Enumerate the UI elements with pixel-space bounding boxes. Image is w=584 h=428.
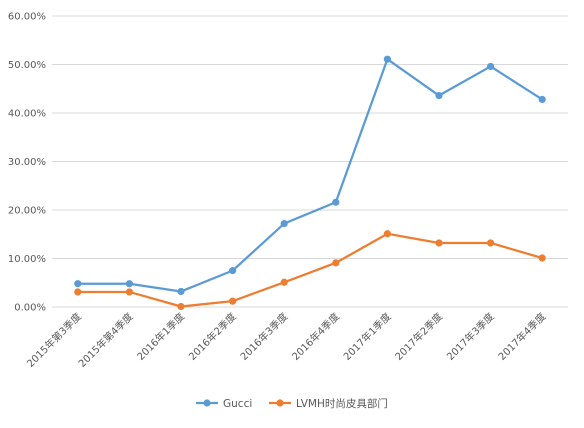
series-0-point [538,95,546,104]
x-tick-label: 2017年4季度 [495,310,548,363]
legend: Gucci LVMH时尚皮具部门 [196,397,388,410]
x-tick-label: 2015年第3季度 [24,310,84,370]
series-1-point [332,259,340,267]
y-tick-label: 0.00% [14,303,46,314]
series-1-point [125,288,133,296]
series-1-point [487,239,495,247]
series-1-point [435,239,443,247]
series-0-point [383,55,391,63]
series-0-point [74,280,82,288]
y-tick-label: 30.00% [8,157,46,168]
series-0-point [229,267,237,275]
series-1-point [74,288,82,296]
x-tick-label: 2016年4季度 [289,310,342,363]
series-1-point [280,278,288,286]
series-line-0 [77,58,543,293]
x-tick-label: 2016年1季度 [134,310,187,363]
x-tick-label: 2015年第4季度 [76,310,136,370]
series-lines [74,55,546,311]
series-1-point [538,254,546,262]
series-1-point [177,302,185,311]
legend-marker-0 [203,399,211,407]
gridlines [52,15,568,308]
legend-marker-1 [276,399,284,407]
series-1-point [383,230,391,238]
series-1-point [229,297,237,305]
x-tick-label: 2016年3季度 [237,310,290,363]
x-tick-label: 2017年2季度 [392,310,445,363]
y-tick-label: 50.00% [8,60,46,71]
series-0-point [177,287,185,296]
y-axis: 0.00% 10.00% 20.00% 30.00% 40.00% 50.00% 60.00… [8,12,46,314]
series-0-point [487,62,495,71]
legend-label-1: LVMH时尚皮具部门 [296,397,388,410]
legend-label-0: Gucci [223,398,252,410]
series-0-point [125,280,133,288]
series-0-point [280,219,288,228]
series-line-1 [77,232,543,308]
y-tick-label: 10.00% [8,254,46,265]
x-tick-label: 2016年2季度 [186,310,239,363]
y-tick-label: 60.00% [8,12,46,23]
y-tick-label: 40.00% [8,109,46,120]
series-0-point [332,198,340,206]
x-tick-label: 2017年1季度 [341,310,394,363]
x-tick-label: 2017年3季度 [444,310,497,363]
y-tick-label: 20.00% [8,206,46,217]
series-0-point [435,91,443,100]
